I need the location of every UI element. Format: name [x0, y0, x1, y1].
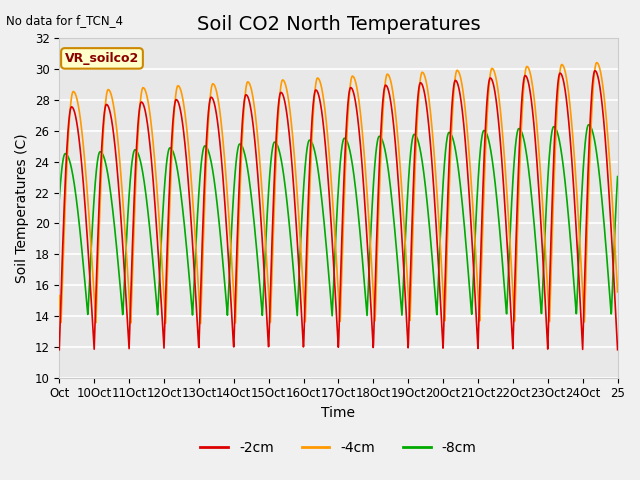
Text: VR_soilco2: VR_soilco2 — [65, 52, 139, 65]
X-axis label: Time: Time — [321, 406, 355, 420]
Legend: -2cm, -4cm, -8cm: -2cm, -4cm, -8cm — [195, 435, 483, 460]
Title: Soil CO2 North Temperatures: Soil CO2 North Temperatures — [196, 15, 480, 34]
Text: No data for f_TCN_4: No data for f_TCN_4 — [6, 14, 124, 27]
Y-axis label: Soil Temperatures (C): Soil Temperatures (C) — [15, 133, 29, 283]
